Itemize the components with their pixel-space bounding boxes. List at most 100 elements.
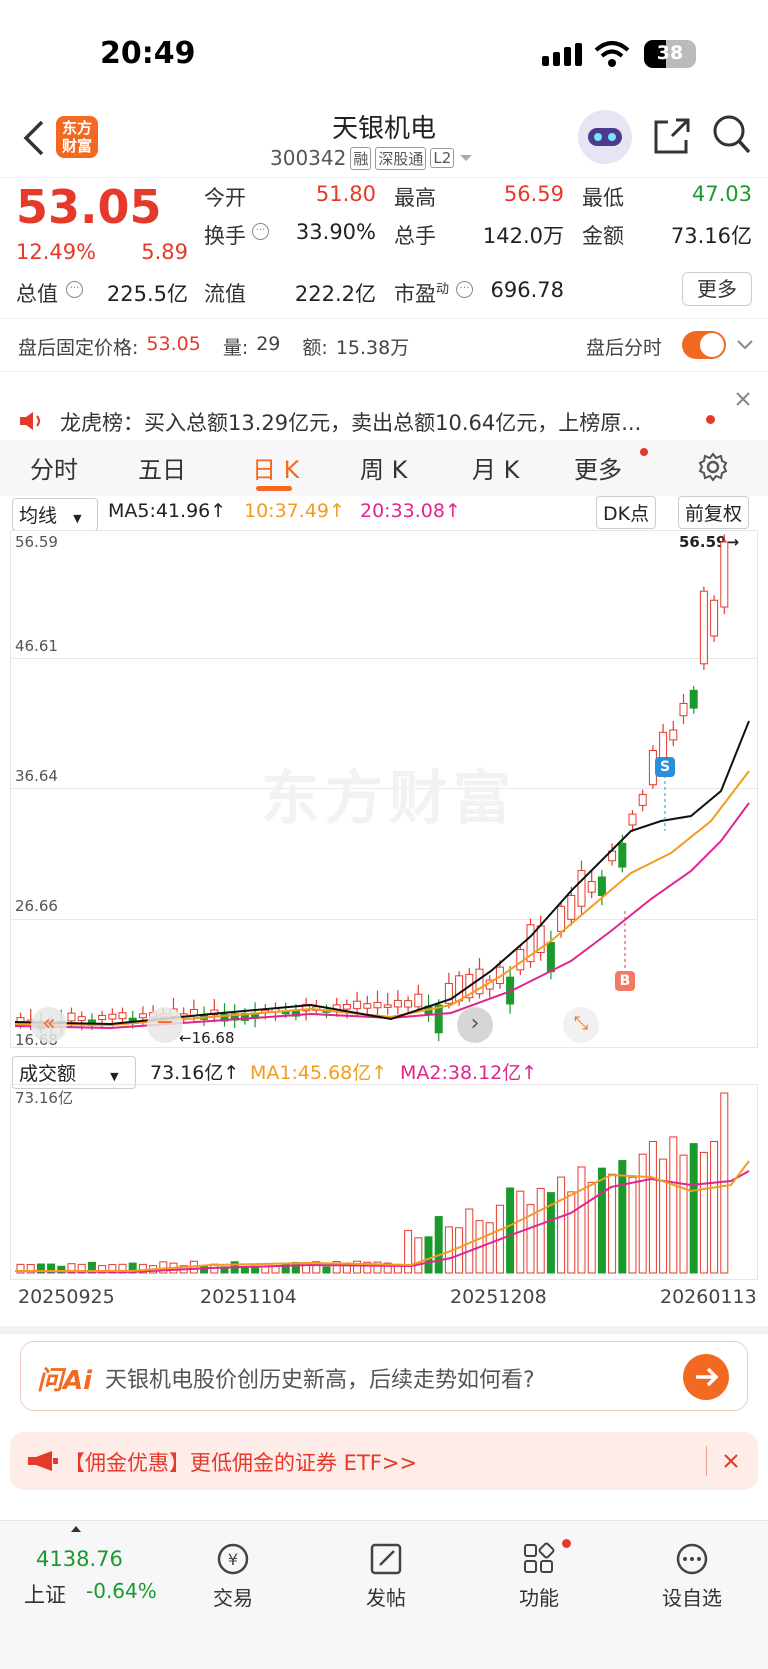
share-icon[interactable] [652,116,692,156]
volume-bar [47,1263,56,1274]
candle [434,1004,443,1034]
status-time: 20:49 [100,36,196,71]
open-label: 今开 [204,186,246,210]
nav-post[interactable]: 发帖 [336,1541,436,1611]
ai-prompt-text: 天银机电股价创历史新高，后续走势如何看? [105,1368,535,1393]
candle [373,1002,382,1009]
candle [118,1012,127,1020]
tab-more[interactable]: 更多 [574,456,622,484]
info-icon[interactable]: ··· [456,281,473,298]
candle [98,1014,107,1021]
candle [363,1003,372,1009]
candle [597,876,606,897]
svg-text:¥: ¥ [228,1550,238,1569]
volume-bar [281,1264,290,1274]
x-date: 20260113 [660,1286,757,1308]
x-axis-dates: 20250925 20251104 20251208 20260113 [0,1286,768,1312]
signal-buy-badge[interactable]: B [615,971,635,991]
caret-up-icon [71,1526,81,1532]
tab-more-dot [640,448,648,456]
kline-chart[interactable]: 东方财富 56.59 46.61 36.64 26.66 16.68 56.59… [10,530,758,1049]
stock-code-row[interactable]: 300342 融 深股通 L2 [270,146,474,170]
turnover-value: 33.90% [295,220,376,244]
volume-bar [485,1222,494,1274]
after-timeshare-label: 盘后分时 [586,337,663,359]
ma10-value: 10:37.49↑ [244,500,345,522]
volume-indicator-label: 成交额 [19,1063,77,1085]
expand-icon[interactable]: ⤡ [563,1007,599,1043]
signal-sell-badge[interactable]: S [655,757,675,777]
index-value[interactable]: 4138.76 [36,1547,123,1571]
close-icon[interactable] [734,390,752,408]
volume-bar [271,1265,280,1274]
app-logo[interactable]: 东方 财富 [56,116,98,158]
promo-banner[interactable]: 【佣金优惠】更低佣金的证券 ETF>> [10,1432,758,1490]
candle [710,599,719,637]
candle [210,1009,219,1016]
close-icon[interactable] [722,1452,740,1470]
dragon-tiger-banner[interactable]: 龙虎榜：买入总额13.29亿元，卖出总额10.64亿元，上榜原... [0,392,768,440]
indicator-select[interactable]: 均线 ▼ [12,498,98,531]
volume-bar [618,1160,627,1274]
edit-icon [370,1543,402,1575]
volume-bar [87,1261,96,1274]
nav-add-watchlist[interactable]: 设自选 [642,1541,742,1611]
after-price-label: 盘后固定价格: [18,337,139,359]
ai-question-bar[interactable]: 问Ai 天银机电股价创历史新高，后续走势如何看? [20,1341,748,1411]
info-icon[interactable]: ··· [66,281,83,298]
unread-dot [706,415,715,424]
volume-chart[interactable]: 73.16亿 [10,1084,758,1280]
change-amount: 5.89 [141,240,188,264]
x-date: 20251104 [200,1286,297,1308]
speaker-icon [20,412,40,430]
tab-timeshare[interactable]: 分时 [30,456,78,484]
scroll-left-fast-icon[interactable]: « [31,1007,67,1043]
ma20-line [14,802,750,1030]
info-icon[interactable]: ··· [252,223,269,240]
price-adjust-button[interactable]: 前复权 [678,496,750,529]
candle [557,905,566,932]
after-amt-value: 15.38万 [335,337,410,359]
volume-bar [261,1266,270,1274]
scroll-right-icon[interactable]: › [457,1007,493,1043]
robot-avatar-icon[interactable] [578,110,632,164]
nav-trade[interactable]: ¥ 交易 [183,1541,283,1611]
x-date: 20251208 [450,1286,547,1308]
high-value: 56.59 [503,182,564,206]
chevron-left-icon[interactable] [22,120,46,156]
candles-svg [14,534,750,1042]
period-tabs: 分时 五日 日 K 周 K 月 K 更多 [0,440,768,496]
tab-five-day[interactable]: 五日 [138,456,186,484]
zoom-out-icon[interactable]: − [147,1007,183,1043]
total-value: 225.5亿 [106,282,188,306]
volume-bar [710,1140,719,1274]
ai-brand: 问Ai [37,1366,93,1396]
ma5-line [14,720,750,1026]
tab-daily-k[interactable]: 日 K [252,456,300,484]
candle [638,793,647,806]
volume-bar [506,1187,515,1274]
chevron-down-icon[interactable] [736,339,754,351]
search-icon[interactable] [712,114,752,156]
tab-weekly-k[interactable]: 周 K [360,456,408,484]
dk-point-button[interactable]: DK点 [596,496,657,529]
float-value-label: 流值 [204,282,246,306]
volume-bar [118,1263,127,1274]
after-hours-toggle[interactable] [682,331,726,359]
volume-bar [577,1166,586,1274]
watermark: 东方财富 [261,764,518,832]
gear-icon[interactable] [698,452,728,482]
volume-bar [36,1263,45,1274]
volume-indicator-select[interactable]: 成交额 ▼ [12,1056,136,1089]
candle [669,729,678,741]
stock-name: 天银机电 [331,114,436,144]
tag-connect: 深股通 [375,146,427,170]
candle [77,1016,86,1021]
tab-monthly-k[interactable]: 月 K [472,456,520,484]
after-vol-label: 量: [222,337,249,359]
more-button[interactable]: 更多 [682,272,752,306]
volume-y-label: 73.16亿 [15,1089,73,1107]
volume-bar [322,1266,331,1274]
ai-submit-button[interactable] [683,1354,729,1400]
nav-functions[interactable]: 功能 [489,1541,589,1611]
